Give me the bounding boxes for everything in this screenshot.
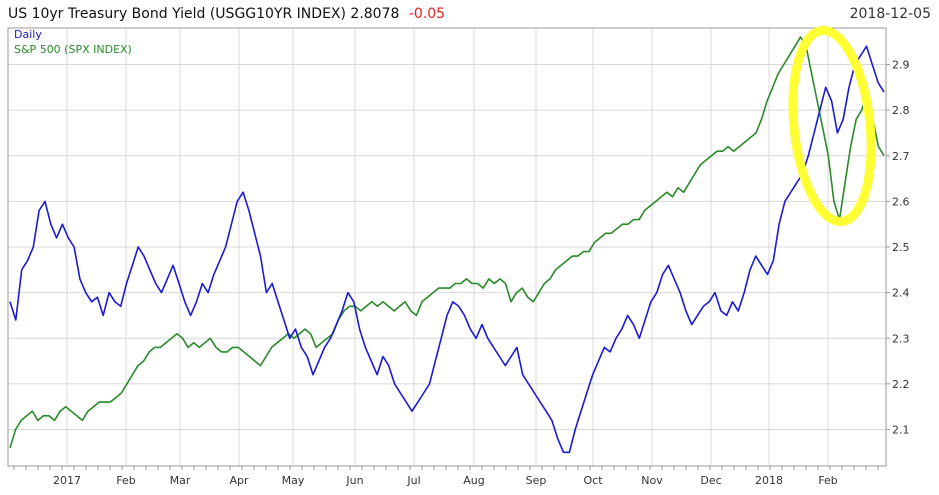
y-tick-label: 2.1 (892, 424, 910, 437)
x-axis-labels: 2017 Feb Mar Apr May Jun Jul Aug Sep Oct Nov Dec 201… (53, 474, 838, 487)
chart-title: US 10yr Treasury Bond Yield (USGG10YR IN… (8, 6, 445, 22)
y-tick-label: 2.5 (892, 241, 910, 254)
x-tick-label: Jul (406, 474, 420, 487)
legend-daily: Daily (14, 28, 42, 41)
y-tick-label: 2.8 (892, 104, 910, 117)
spx-series-line (9, 36, 885, 449)
series-layer (9, 36, 885, 454)
y-tick-label: 2.4 (892, 287, 910, 300)
yield-series-line (9, 45, 885, 454)
legend-spx: S&P 500 (SPX INDEX) (14, 43, 132, 56)
y-axis-labels: 2.1 2.2 2.3 2.4 2.5 2.6 2.7 2.8 2.9 (892, 59, 910, 437)
x-tick-label: Sep (526, 474, 547, 487)
y-tick-label: 2.3 (892, 332, 910, 345)
x-tick-label: Mar (170, 474, 191, 487)
x-tick-label: Feb (116, 474, 135, 487)
y-tick-label: 2.6 (892, 195, 910, 208)
x-tick-label: Apr (229, 474, 249, 487)
grid (8, 28, 890, 470)
x-tick-label: Feb (818, 474, 837, 487)
x-tick-label: 2018 (755, 474, 783, 487)
y-tick-label: 2.9 (892, 59, 910, 72)
chart-change: -0.05 (409, 6, 445, 22)
x-tick-label: Dec (700, 474, 721, 487)
x-tick-label: Jun (345, 474, 363, 487)
plot-frame (7, 27, 887, 467)
highlight-ellipse (788, 25, 876, 227)
y-tick-label: 2.2 (892, 378, 910, 391)
y-tick-label: 2.7 (892, 150, 910, 163)
x-tick-label: May (282, 474, 305, 487)
x-tick-label: Aug (463, 474, 484, 487)
x-tick-label: 2017 (53, 474, 81, 487)
x-tick-label: Oct (583, 474, 603, 487)
chart-title-text: US 10yr Treasury Bond Yield (USGG10YR IN… (8, 6, 399, 22)
chart-date: 2018-12-05 (850, 6, 931, 22)
x-tick-label: Nov (641, 474, 663, 487)
